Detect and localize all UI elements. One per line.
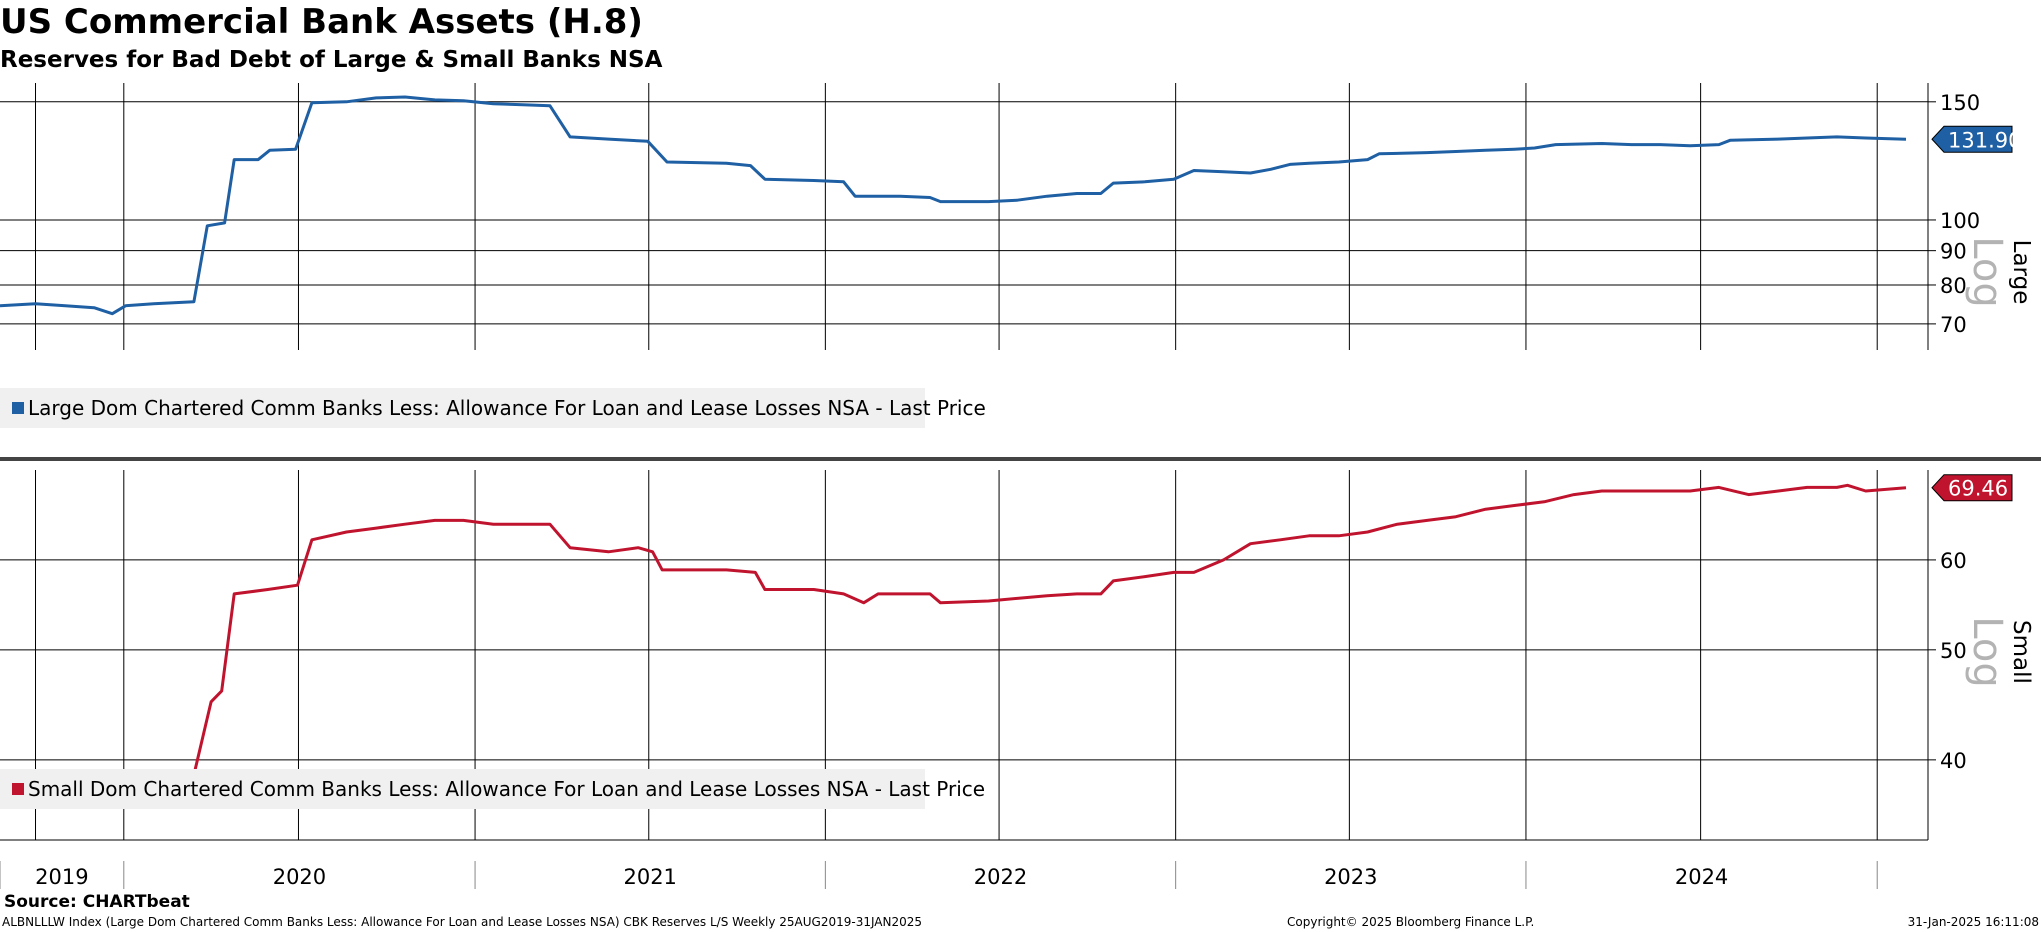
- source-label: Source: CHARTbeat: [4, 892, 190, 912]
- y-tick-label: 40: [1940, 749, 1967, 773]
- x-tick-label: 2022: [974, 865, 1027, 889]
- x-tick-label: 2020: [273, 865, 326, 889]
- large-banks-series-line: [0, 95, 1907, 316]
- small-banks-panel: 40 50 60 69.46 Small Dom Chartered Comm Bank…: [0, 470, 2034, 840]
- small-legend-swatch: [12, 783, 24, 795]
- large-panel-label: Large: [2008, 240, 2034, 305]
- large-legend-swatch: [12, 402, 24, 414]
- large-legend-box: [0, 388, 925, 428]
- small-last-value-marker: [1931, 474, 2013, 502]
- y-tick-label: 70: [1940, 313, 1967, 337]
- chart-title: US Commercial Bank Assets (H.8): [0, 2, 643, 42]
- y-tick-label: 100: [1940, 209, 1980, 233]
- x-tick-label: 2021: [623, 865, 676, 889]
- copyright-label: Copyright© 2025 Bloomberg Finance L.P.: [1287, 915, 1534, 929]
- x-axis: 2019 2020 2021 2022 2023 2024: [0, 457, 2041, 889]
- x-tick-label: 2023: [1324, 865, 1377, 889]
- y-tick-label: 60: [1940, 549, 1967, 573]
- timestamp-label: 31-Jan-2025 16:11:08: [1908, 915, 2039, 929]
- y-tick-label: 150: [1940, 91, 1980, 115]
- small-banks-series-line: [0, 483, 1907, 803]
- series-description: ALBNLLLW Index (Large Dom Chartered Comm…: [2, 915, 922, 929]
- large-legend-label: Large Dom Chartered Comm Banks Less: All…: [28, 396, 986, 420]
- large-last-value-label: 131.90: [1948, 128, 2021, 152]
- small-panel-label: Small: [2008, 620, 2034, 684]
- x-tick-label: 2019: [35, 865, 88, 889]
- large-last-value-marker: [1931, 125, 2013, 153]
- large-banks-panel: 70 80 90 100 150 131.90 Large Dom Chartered Co…: [0, 83, 2034, 428]
- x-tick-label: 2024: [1675, 865, 1728, 889]
- small-last-value-label: 69.46: [1948, 477, 2008, 501]
- small-legend-box: [0, 769, 925, 809]
- small-legend-label: Small Dom Chartered Comm Banks Less: All…: [28, 777, 985, 801]
- large-log-scale-label: Log: [1964, 236, 2010, 307]
- y-tick-label: 80: [1940, 274, 1967, 298]
- y-tick-label: 50: [1940, 639, 1967, 663]
- chart-subtitle: Reserves for Bad Debt of Large & Small B…: [0, 47, 663, 73]
- y-tick-label: 90: [1940, 240, 1967, 264]
- small-log-scale-label: Log: [1964, 616, 2010, 687]
